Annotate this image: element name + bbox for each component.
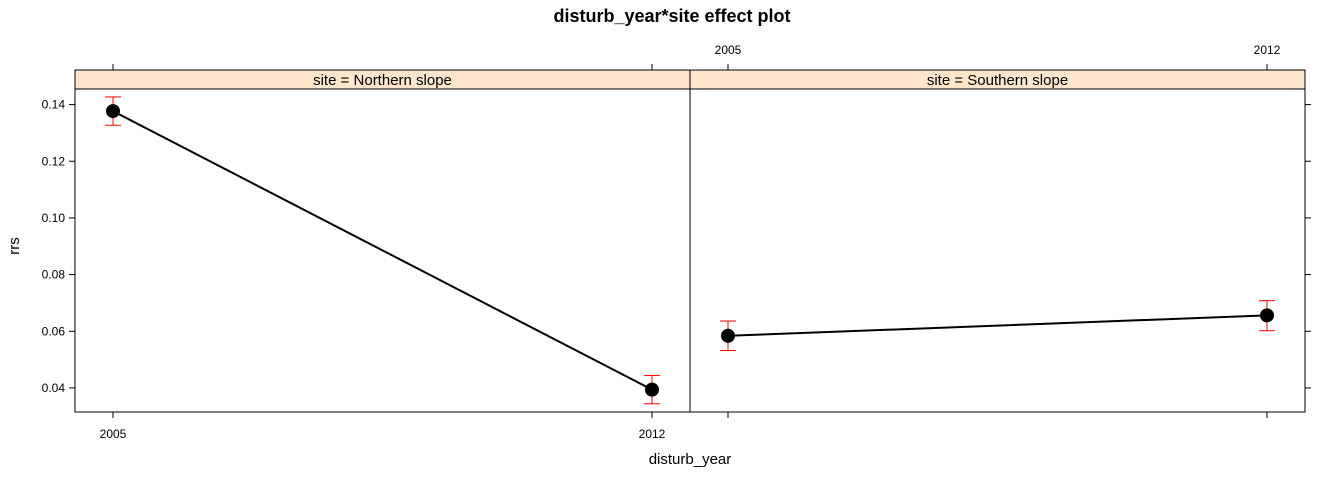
panel-border bbox=[689, 88, 1306, 413]
series-line bbox=[112, 110, 653, 391]
y-tick-label: 0.10 bbox=[42, 211, 66, 225]
y-tick-label: 0.08 bbox=[42, 268, 66, 282]
data-point bbox=[645, 382, 659, 397]
x-tick-label: 2012 bbox=[639, 427, 666, 441]
x-tick-label: 2005 bbox=[715, 43, 742, 57]
data-point bbox=[721, 328, 735, 343]
x-tick-label: 2012 bbox=[1254, 43, 1281, 57]
series-line bbox=[727, 314, 1268, 337]
data-point bbox=[1260, 308, 1274, 323]
chart-title: disturb_year*site effect plot bbox=[553, 6, 790, 26]
y-tick-label: 0.14 bbox=[42, 98, 66, 112]
data-point bbox=[106, 104, 120, 119]
panels: site = Northern slope site = Southern slo… bbox=[42, 43, 1311, 441]
y-tick-label: 0.04 bbox=[42, 381, 66, 395]
y-tick-label: 0.06 bbox=[42, 324, 66, 338]
strip-label: site = Southern slope bbox=[927, 72, 1068, 89]
x-tick-label: 2005 bbox=[100, 427, 127, 441]
y-axis-title: rrs bbox=[6, 237, 23, 255]
y-tick-label: 0.12 bbox=[42, 154, 66, 168]
x-axis-title: disturb_year bbox=[649, 451, 732, 468]
strip-label: site = Northern slope bbox=[313, 72, 452, 89]
